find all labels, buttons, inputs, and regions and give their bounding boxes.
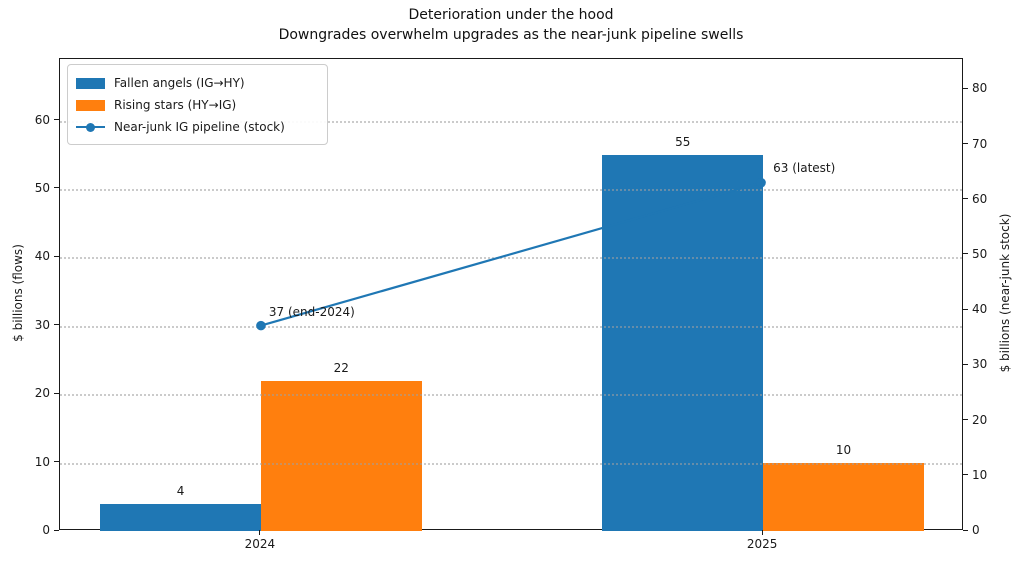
left-tick-mark	[54, 187, 59, 189]
bar-2025	[602, 154, 764, 531]
legend-line-marker-sample	[76, 122, 105, 133]
right-tick-label: 30	[972, 357, 988, 372]
right-tick-label: 20	[972, 412, 988, 427]
chart-subtitle: Downgrades overwhelm upgrades as the nea…	[278, 27, 744, 43]
bar-value-label: 10	[835, 442, 852, 457]
legend: Fallen angels (IG→HY) Rising stars (HY→IG…	[67, 64, 328, 145]
legend-marker-dot	[86, 122, 95, 132]
right-tick-label: 80	[972, 81, 988, 96]
right-tick-label: 50	[972, 246, 988, 261]
legend-swatch	[76, 77, 105, 89]
line-annotation: 63 (latest)	[773, 161, 836, 176]
right-tick-mark	[963, 529, 968, 531]
annotations-layer: 4 55 22 10 37 (end-2024) 63 (latest)	[60, 59, 962, 529]
legend-row: Rising stars (HY→IG)	[76, 94, 317, 116]
legend-label: Near-junk IG pipeline (stock)	[114, 120, 285, 134]
right-axis-title: $ billions (near-junk stock)	[998, 213, 1012, 373]
bar-value-label: 22	[333, 360, 349, 375]
left-tick-label: 50	[34, 180, 50, 195]
chart-title: Deterioration under the hood	[408, 7, 614, 23]
right-tick-mark	[963, 363, 968, 365]
bar-2025	[763, 462, 924, 531]
left-tick-label: 60	[34, 112, 50, 127]
legend-label: Fallen angels (IG→HY)	[114, 76, 245, 90]
left-tick-mark	[54, 461, 59, 463]
left-tick-mark	[54, 119, 59, 121]
gridline	[60, 257, 962, 260]
bar-2024	[260, 380, 422, 531]
legend-row: Fallen angels (IG→HY)	[76, 72, 317, 94]
legend-label: Rising stars (HY→IG)	[114, 98, 237, 112]
bar-value-label: 55	[675, 134, 691, 149]
left-tick-mark	[54, 324, 59, 326]
right-tick-mark	[963, 308, 968, 310]
right-tick-label: 40	[972, 302, 988, 317]
right-tick-mark	[963, 474, 968, 476]
left-tick-mark	[54, 255, 59, 257]
left-tick-mark	[54, 529, 59, 531]
grid-layer	[60, 59, 962, 529]
left-tick-label: 40	[34, 249, 50, 264]
line-marker	[256, 320, 266, 331]
x-tick-label: 2025	[746, 537, 778, 551]
x-tick-mark	[259, 530, 261, 535]
right-tick-label: 70	[972, 136, 988, 151]
legend-swatch	[76, 99, 105, 111]
left-tick-label: 20	[34, 386, 50, 401]
x-tick-mark	[761, 530, 763, 535]
gridline	[60, 462, 962, 465]
left-tick-label: 10	[34, 454, 50, 469]
right-tick-label: 10	[972, 467, 988, 482]
right-tick-mark	[963, 87, 968, 89]
line-layer	[256, 177, 766, 331]
left-tick-label: 0	[42, 523, 50, 537]
left-tick-label: 30	[34, 317, 50, 332]
right-tick-mark	[963, 198, 968, 200]
bar-value-label: 4	[176, 483, 185, 498]
x-tick-label: 2024	[244, 537, 276, 551]
gridline	[60, 325, 962, 328]
left-axis-title: $ billions (flows)	[11, 244, 25, 342]
gridline	[60, 394, 962, 397]
legend-row: Near-junk IG pipeline (stock)	[76, 116, 317, 138]
pipeline-line	[260, 181, 762, 327]
line-annotation: 37 (end-2024)	[268, 304, 355, 319]
gridline	[60, 120, 962, 123]
right-tick-mark	[963, 143, 968, 145]
left-tick-mark	[54, 392, 59, 394]
right-tick-label: 0	[972, 523, 980, 537]
right-tick-label: 60	[972, 191, 988, 206]
bars-layer	[60, 59, 962, 531]
gridline	[60, 188, 962, 191]
line-marker	[756, 177, 766, 188]
plot-area: 4 55 22 10 37 (end-2024) 63 (latest) Fallen a…	[59, 58, 963, 531]
right-tick-mark	[963, 253, 968, 255]
bar-2024	[100, 503, 261, 531]
right-tick-mark	[963, 419, 968, 421]
